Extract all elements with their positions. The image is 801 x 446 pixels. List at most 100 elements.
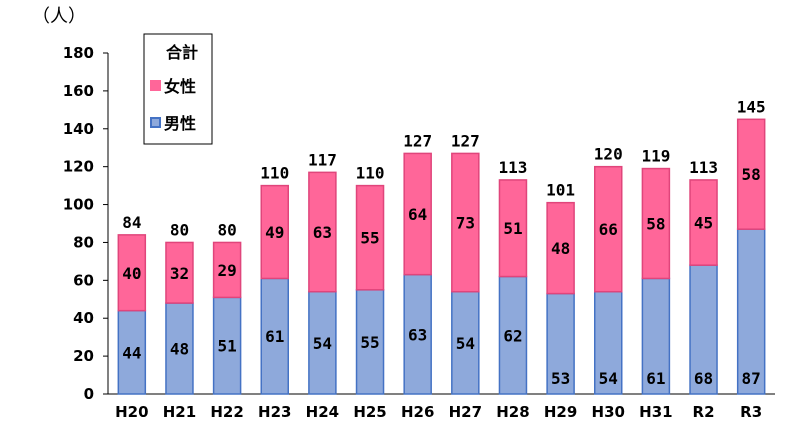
data-label-female: 32 xyxy=(170,264,189,283)
data-label-total: 117 xyxy=(308,150,337,169)
x-tick-label: H29 xyxy=(544,403,577,421)
data-label-total: 119 xyxy=(641,147,670,166)
y-tick-label: 80 xyxy=(73,233,94,251)
legend-total-label: 合計 xyxy=(166,43,198,62)
legend-swatch-male-inner xyxy=(152,119,159,126)
data-label-total: 127 xyxy=(451,131,480,150)
bar-segment-female xyxy=(451,152,480,293)
bar-segment-female xyxy=(308,171,337,293)
legend-label-male: 男性 xyxy=(164,114,196,133)
data-label-male: 54 xyxy=(313,334,332,353)
data-label-female: 45 xyxy=(694,214,713,233)
data-label-male: 87 xyxy=(742,369,761,388)
x-tick-label: H30 xyxy=(592,403,625,421)
data-label-female: 55 xyxy=(360,229,379,248)
bar-segment-male xyxy=(736,228,766,395)
x-tick-label: H24 xyxy=(306,403,339,421)
data-label-male: 53 xyxy=(551,369,570,388)
data-label-total: 110 xyxy=(356,164,385,183)
data-label-male: 54 xyxy=(599,369,618,388)
x-tick-label: H28 xyxy=(496,403,529,421)
data-label-female: 40 xyxy=(122,264,141,283)
data-label-total: 80 xyxy=(217,220,236,239)
x-tick-label: H21 xyxy=(163,403,196,421)
data-label-male: 44 xyxy=(122,343,141,362)
bar-segment-male xyxy=(403,273,432,395)
data-label-total: 113 xyxy=(499,158,528,177)
data-label-male: 68 xyxy=(694,369,713,388)
bar-segment-female xyxy=(641,167,671,280)
data-label-female: 58 xyxy=(646,215,665,234)
bar-segment-male xyxy=(212,296,242,395)
y-tick-label: 60 xyxy=(73,271,94,289)
bar-segment-male xyxy=(689,264,718,395)
data-label-female: 58 xyxy=(742,165,761,184)
bar-segment-female xyxy=(403,152,432,276)
data-label-female: 66 xyxy=(599,220,618,239)
bar-segment-male xyxy=(260,277,289,395)
data-label-female: 64 xyxy=(408,205,427,224)
data-label-total: 84 xyxy=(122,213,141,232)
data-label-female: 63 xyxy=(313,223,332,242)
x-tick-label: H25 xyxy=(353,403,386,421)
bar-segment-female xyxy=(117,234,147,312)
bar-segment-male xyxy=(641,277,671,395)
bar-segment-female xyxy=(689,179,718,266)
bar-segment-female xyxy=(165,241,194,304)
y-tick-label: 20 xyxy=(73,347,94,365)
bar-segment-female xyxy=(594,165,623,293)
x-tick-label: R2 xyxy=(693,403,715,421)
data-label-total: 127 xyxy=(403,131,432,150)
y-tick-label: 40 xyxy=(73,309,94,327)
data-label-male: 55 xyxy=(360,333,379,352)
x-tick-label: H20 xyxy=(115,403,148,421)
data-label-female: 73 xyxy=(456,214,475,233)
axes: 0 20 40 60 80 100 120 140 160 180 xyxy=(63,44,775,403)
x-tick-label: H26 xyxy=(401,403,434,421)
data-label-total: 101 xyxy=(546,181,575,200)
y-tick-label: 120 xyxy=(63,158,94,176)
y-tick-label: 0 xyxy=(84,385,94,403)
bar-segment-male xyxy=(117,309,147,395)
bar-segment-female xyxy=(260,184,289,280)
x-tick-label: H22 xyxy=(210,403,243,421)
x-tick-label: R3 xyxy=(740,403,762,421)
bar-segment-male xyxy=(594,290,623,395)
y-tick-label: 160 xyxy=(63,82,94,100)
data-label-male: 51 xyxy=(217,337,236,356)
data-label-total: 80 xyxy=(170,220,189,239)
data-label-total: 145 xyxy=(737,97,766,116)
data-labels: 44 40 84 H20 48 32 80 H21 51 29 80 H22 61 49 110 H23 54 6… xyxy=(115,97,766,421)
data-label-female: 51 xyxy=(503,219,522,238)
bar-segment-male xyxy=(546,292,575,395)
bars xyxy=(117,118,766,395)
data-label-male: 62 xyxy=(503,326,522,345)
y-tick-label: 140 xyxy=(63,120,94,138)
y-tick-label: 100 xyxy=(63,196,94,214)
data-label-male: 48 xyxy=(170,340,189,359)
x-tick-label: H23 xyxy=(258,403,291,421)
legend: 合計 女性 男性 xyxy=(143,33,213,145)
bar-segment-female xyxy=(355,184,385,291)
data-label-female: 49 xyxy=(265,223,284,242)
data-label-total: 120 xyxy=(594,145,623,164)
legend-swatch-female xyxy=(150,80,161,91)
y-tick-label: 180 xyxy=(63,44,94,62)
data-label-male: 63 xyxy=(408,325,427,344)
bar-segment-female xyxy=(498,179,528,278)
bar-segment-female xyxy=(736,118,766,230)
x-tick-label: H27 xyxy=(449,403,482,421)
bar-segment-male xyxy=(308,290,337,395)
data-label-male: 61 xyxy=(646,369,665,388)
data-label-female: 48 xyxy=(551,239,570,258)
x-tick-label: H31 xyxy=(639,403,672,421)
data-label-female: 29 xyxy=(217,261,236,280)
bar-segment-male xyxy=(165,302,194,395)
y-axis-unit-label: （人） xyxy=(32,6,86,27)
bar-segment-female xyxy=(546,201,575,295)
data-label-male: 54 xyxy=(456,334,475,353)
legend-label-female: 女性 xyxy=(164,77,196,96)
data-label-male: 61 xyxy=(265,327,284,346)
bar-segment-female xyxy=(212,241,242,299)
